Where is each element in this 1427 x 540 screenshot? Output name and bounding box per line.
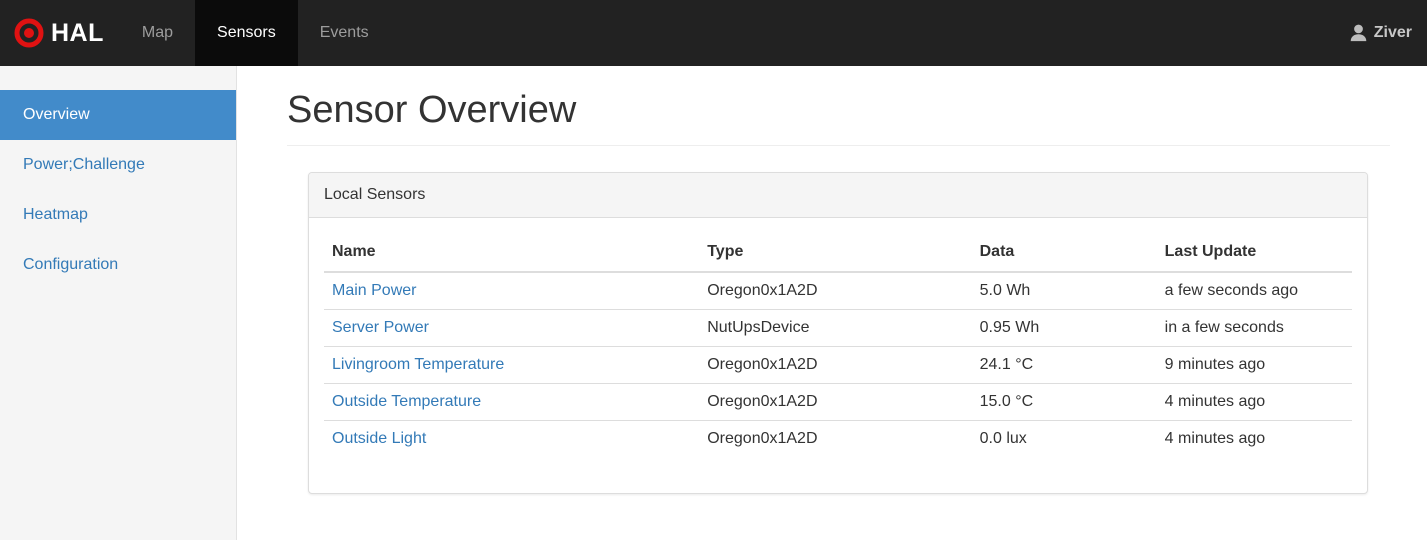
main-content: Sensor Overview Local Sensors Name Type … xyxy=(237,66,1427,540)
sidebar-item-configuration[interactable]: Configuration xyxy=(23,256,119,273)
tab-sensors[interactable]: Sensors xyxy=(195,0,298,66)
column-header-name: Name xyxy=(324,232,700,273)
user-name-label: Ziver xyxy=(1373,24,1412,41)
table-row: Server Power NutUpsDevice 0.95 Wh in a f… xyxy=(324,308,1352,347)
column-header-data: Data xyxy=(971,232,1157,273)
panel-body: Name Type Data Last Update Main Power Or… xyxy=(309,218,1367,493)
sensor-data: 5.0 Wh xyxy=(971,271,1157,310)
column-header-type: Type xyxy=(699,232,972,273)
sidebar-item-overview[interactable]: Overview xyxy=(0,90,236,140)
sensor-link-main-power[interactable]: Main Power xyxy=(332,281,417,299)
sensor-table: Name Type Data Last Update Main Power Or… xyxy=(324,232,1352,457)
tab-events[interactable]: Events xyxy=(319,24,369,41)
user-menu[interactable]: Ziver xyxy=(1334,0,1427,66)
page-header: Sensor Overview xyxy=(287,89,1390,146)
user-icon xyxy=(1349,24,1374,43)
sensor-last-update: 4 minutes ago xyxy=(1156,419,1352,457)
sensor-link-outside-light[interactable]: Outside Light xyxy=(332,429,427,447)
table-row: Outside Temperature Oregon0x1A2D 15.0 °C… xyxy=(324,382,1352,421)
sensor-type: Oregon0x1A2D xyxy=(699,382,972,421)
panel-title: Local Sensors xyxy=(309,172,1367,218)
sensor-type: Oregon0x1A2D xyxy=(699,271,972,310)
sensor-link-outside-temperature[interactable]: Outside Temperature xyxy=(332,392,482,410)
sensor-link-server-power[interactable]: Server Power xyxy=(332,318,429,336)
bullseye-icon xyxy=(14,18,44,48)
sensor-type: NutUpsDevice xyxy=(699,308,972,347)
sensor-type: Oregon0x1A2D xyxy=(699,419,972,457)
sensor-last-update: in a few seconds xyxy=(1156,308,1352,347)
sensor-data: 0.95 Wh xyxy=(971,308,1157,347)
column-header-last-update: Last Update xyxy=(1156,232,1352,273)
sensor-data: 24.1 °C xyxy=(971,345,1157,384)
table-row: Main Power Oregon0x1A2D 5.0 Wh a few sec… xyxy=(324,271,1352,310)
page-title: Sensor Overview xyxy=(287,89,577,131)
main-nav: Map Sensors Events xyxy=(120,0,391,66)
navbar: HAL Map Sensors Events Ziver xyxy=(0,0,1427,66)
sensor-link-livingroom-temperature[interactable]: Livingroom Temperature xyxy=(332,355,505,373)
local-sensors-panel: Local Sensors Name Type Data Last Update… xyxy=(308,171,1368,494)
table-header-row: Name Type Data Last Update xyxy=(324,232,1352,273)
tab-map[interactable]: Map xyxy=(141,24,174,41)
sensor-type: Oregon0x1A2D xyxy=(699,345,972,384)
sidebar-item-power-challenge[interactable]: Power;Challenge xyxy=(23,156,145,173)
sensor-last-update: 9 minutes ago xyxy=(1156,345,1352,384)
sensor-data: 15.0 °C xyxy=(971,382,1157,421)
sensor-last-update: 4 minutes ago xyxy=(1156,382,1352,421)
sensor-last-update: a few seconds ago xyxy=(1156,271,1352,310)
sidebar: Overview Power;Challenge Heatmap Configu… xyxy=(0,66,237,540)
navbar-spacer xyxy=(391,0,1334,66)
sensor-data: 0.0 lux xyxy=(971,419,1157,457)
sidebar-item-heatmap[interactable]: Heatmap xyxy=(23,206,88,223)
brand-label: HAL xyxy=(51,18,104,47)
table-row: Livingroom Temperature Oregon0x1A2D 24.1… xyxy=(324,345,1352,384)
table-row: Outside Light Oregon0x1A2D 0.0 lux 4 min… xyxy=(324,419,1352,457)
brand-link[interactable]: HAL xyxy=(0,0,120,66)
